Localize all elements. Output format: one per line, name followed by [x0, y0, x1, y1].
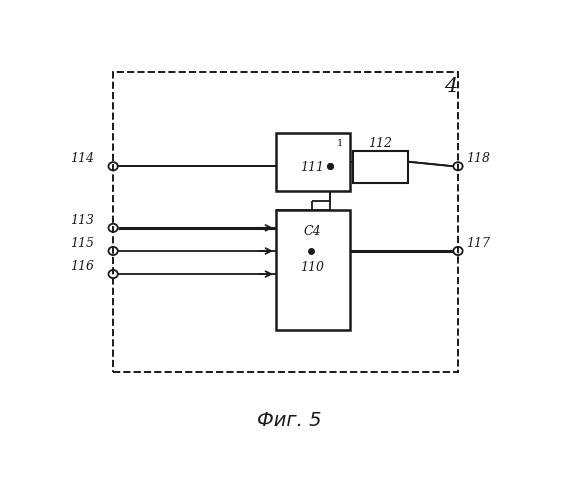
Text: C4: C4 [303, 225, 321, 238]
Text: 111: 111 [300, 162, 324, 174]
Text: 110: 110 [300, 262, 324, 274]
Text: 118: 118 [466, 152, 490, 165]
Text: 116: 116 [70, 260, 94, 273]
Text: 113: 113 [70, 214, 94, 226]
Text: 112: 112 [368, 136, 393, 149]
Text: 115: 115 [70, 237, 94, 250]
Text: 114: 114 [70, 152, 94, 165]
Text: 117: 117 [466, 237, 490, 250]
Bar [276, 210, 350, 330]
Text: Фиг. 5: Фиг. 5 [257, 411, 321, 430]
Text: 4: 4 [444, 77, 457, 96]
Bar [354, 151, 408, 183]
Bar [276, 133, 350, 191]
Text: 1: 1 [337, 140, 343, 148]
Bar [113, 72, 458, 372]
